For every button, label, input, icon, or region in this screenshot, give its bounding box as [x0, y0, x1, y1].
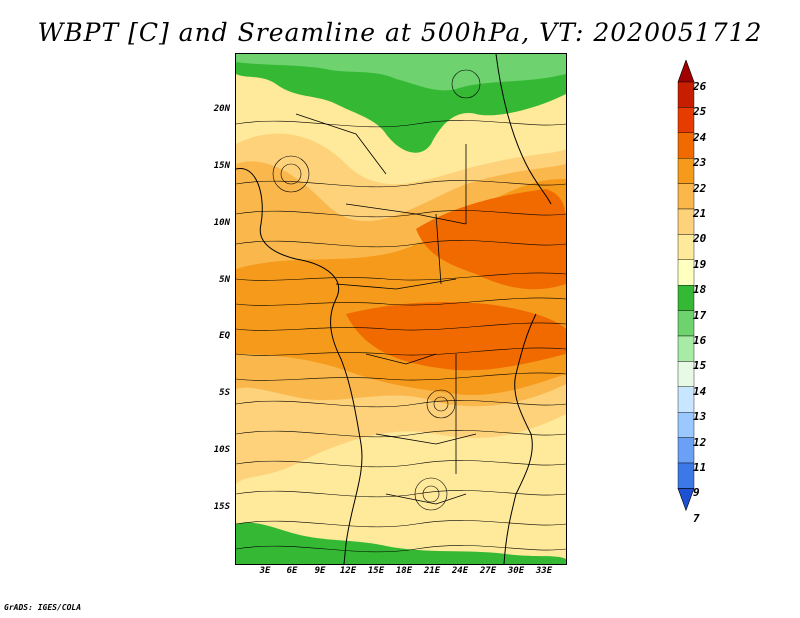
lat-label: EQ [219, 331, 230, 341]
field-17-18-south [236, 522, 566, 564]
colorbar-top-arrow [677, 60, 695, 83]
colorbar-label: 19 [693, 257, 707, 271]
lat-label: 20N [213, 104, 230, 114]
colorbar-segment [677, 157, 695, 184]
colorbar-segment [677, 208, 695, 235]
streamlines [236, 69, 566, 553]
lon-label: 30E [507, 566, 525, 576]
colorbar-segment [677, 107, 695, 134]
coastline-west [236, 168, 363, 564]
lat-label: 10S [213, 445, 230, 455]
colorbar-segment [677, 310, 695, 337]
colorbar-label: 17 [693, 308, 707, 322]
lon-label: 3E [259, 566, 271, 576]
colorbar-label: 12 [693, 435, 707, 449]
map-panel [235, 53, 567, 565]
lon-label: 15E [367, 566, 385, 576]
field-16-17-north [236, 54, 566, 91]
wbpt-field-map [236, 54, 566, 564]
colorbar-label: 16 [693, 334, 707, 347]
colorbar-label: 20 [693, 232, 707, 246]
colorbar-segment [677, 81, 695, 108]
colorbar-segment [677, 132, 695, 159]
lon-label: 21E [423, 566, 441, 576]
colorbar-segment [677, 412, 695, 438]
lon-label: 6E [286, 566, 298, 576]
colorbar [677, 60, 695, 512]
lon-label: 33E [535, 566, 553, 576]
colorbar-segment [677, 183, 695, 210]
colorbar-label: 26 [693, 80, 707, 93]
colorbar-label: 15 [693, 359, 707, 373]
colorbar-label: 22 [693, 181, 707, 195]
coastline-east [495, 54, 552, 564]
lat-label: 10N [213, 218, 230, 228]
lat-label: 15N [213, 161, 230, 171]
colorbar-segment [677, 259, 695, 286]
colorbar-segment [677, 462, 695, 489]
colorbar-label: 13 [693, 410, 707, 424]
colorbar-bottom-arrow [677, 488, 695, 512]
colorbar-label: 9 [693, 486, 700, 500]
lon-label: 18E [395, 566, 413, 576]
colorbar-label: 24 [693, 130, 707, 144]
colorbar-segment [677, 335, 695, 362]
lon-label: 24E [451, 566, 469, 576]
colorbar-label: 25 [693, 105, 707, 119]
colorbar-label: 23 [693, 156, 707, 170]
lat-label: 5N [219, 275, 230, 285]
colorbar-segment [677, 361, 695, 387]
lon-label: 9E [314, 566, 326, 576]
chart-title: WBPT [C] and Sreamline at 500hPa, VT: 20… [37, 18, 763, 47]
colorbar-label: 7 [693, 511, 700, 525]
grads-credit: GrADS: IGES/COLA [4, 603, 82, 612]
colorbar-segment [677, 234, 695, 260]
colorbar-label: 18 [693, 283, 707, 297]
colorbar-segment [677, 437, 695, 464]
colorbar-segment [677, 284, 695, 311]
colorbar-label: 11 [693, 461, 707, 474]
lat-label: 5S [219, 388, 230, 398]
field-23-24-equator [346, 302, 566, 371]
lat-label: 15S [213, 502, 230, 512]
colorbar-label: 21 [693, 207, 707, 220]
lon-label: 27E [479, 566, 497, 576]
colorbar-label: 14 [693, 384, 707, 398]
lon-label: 12E [339, 566, 357, 576]
colorbar-segment [677, 386, 695, 413]
